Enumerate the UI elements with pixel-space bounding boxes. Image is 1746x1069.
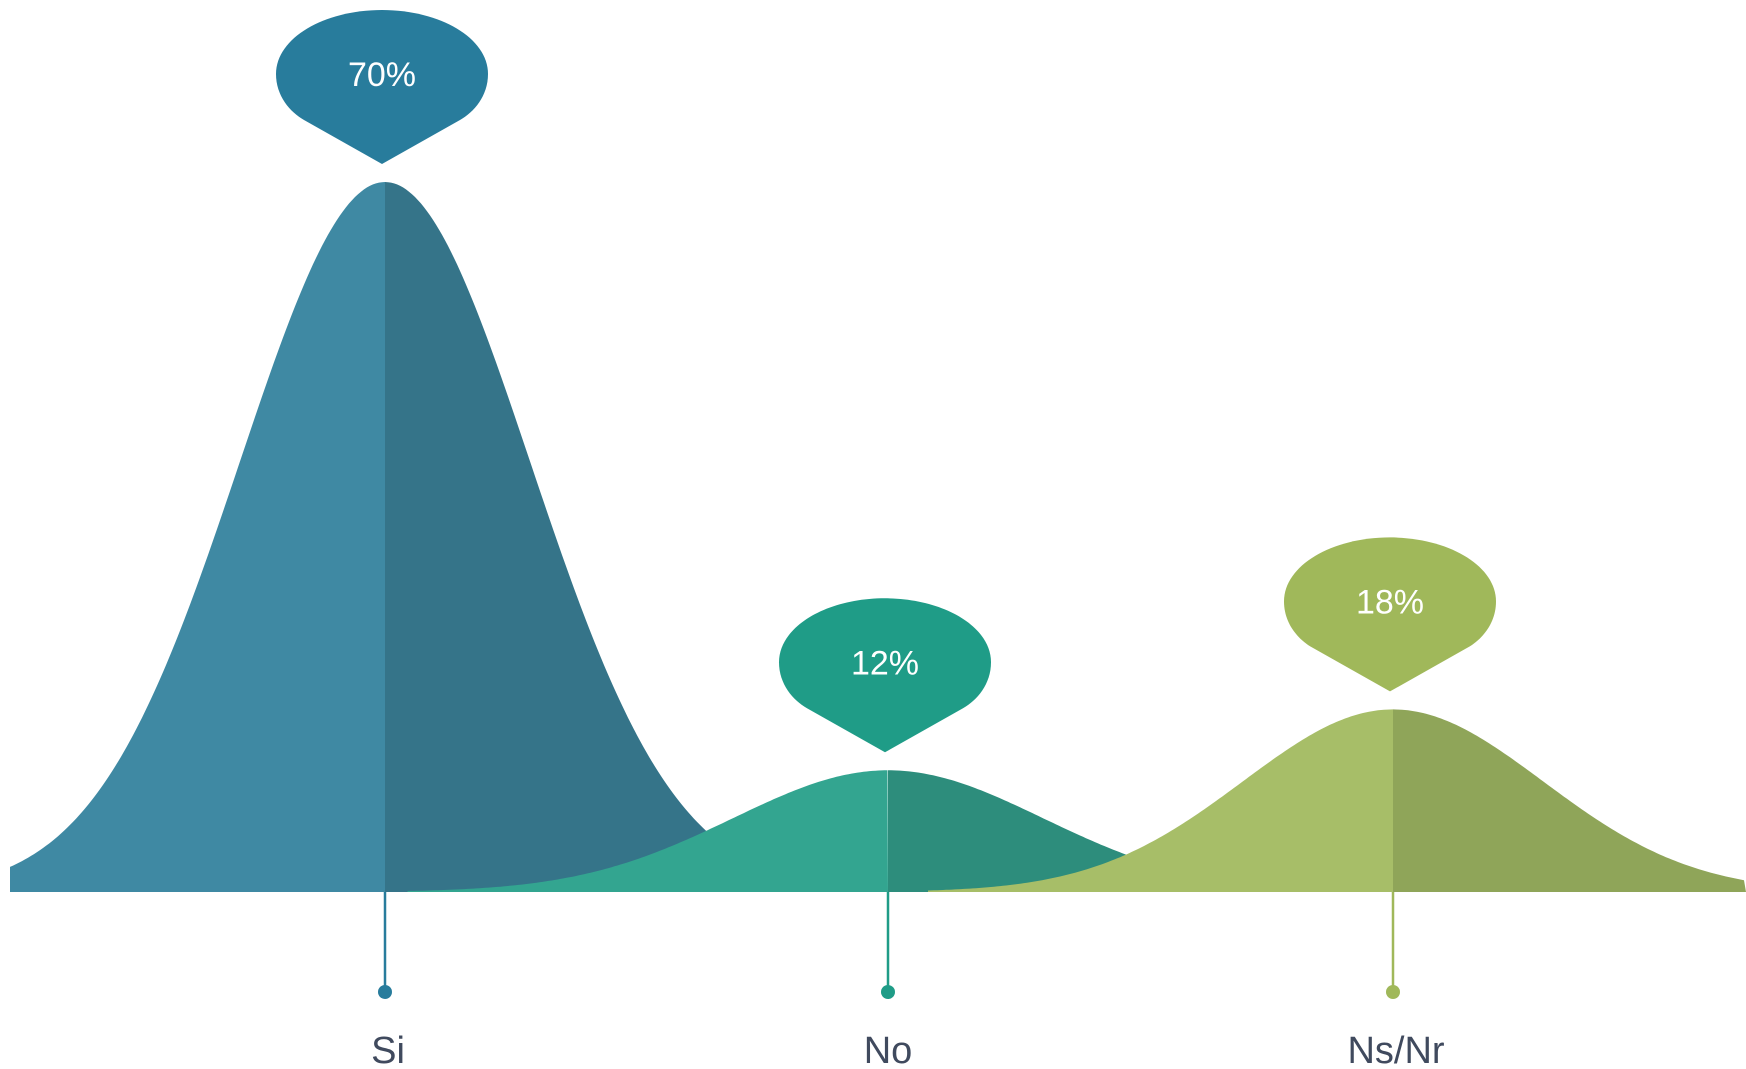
curve-si-right bbox=[385, 182, 835, 892]
curve-si-left bbox=[10, 182, 385, 892]
data-label-no: 12% bbox=[851, 644, 919, 682]
connector-dot-no bbox=[881, 985, 895, 999]
bubbles-layer bbox=[276, 10, 1496, 753]
value-bubble-si bbox=[276, 10, 488, 164]
connector-dot-nsnr bbox=[1386, 985, 1400, 999]
value-bubble-no bbox=[779, 598, 991, 753]
curve-no-left bbox=[407, 770, 888, 892]
data-label-si: 70% bbox=[348, 56, 416, 94]
curve-no-right bbox=[888, 770, 1369, 892]
category-label-si: Si bbox=[371, 1030, 405, 1069]
category-label-no: No bbox=[864, 1030, 913, 1069]
connectors-layer bbox=[378, 892, 1400, 999]
data-label-nsnr: 18% bbox=[1356, 583, 1424, 621]
curves-layer bbox=[10, 182, 1746, 892]
category-label-nsnr: Ns/Nr bbox=[1347, 1030, 1444, 1069]
value-bubble-nsnr bbox=[1284, 537, 1496, 692]
connector-dot-si bbox=[378, 985, 392, 999]
curve-nsnr-right bbox=[1393, 709, 1746, 892]
curve-nsnr-left bbox=[928, 709, 1393, 892]
